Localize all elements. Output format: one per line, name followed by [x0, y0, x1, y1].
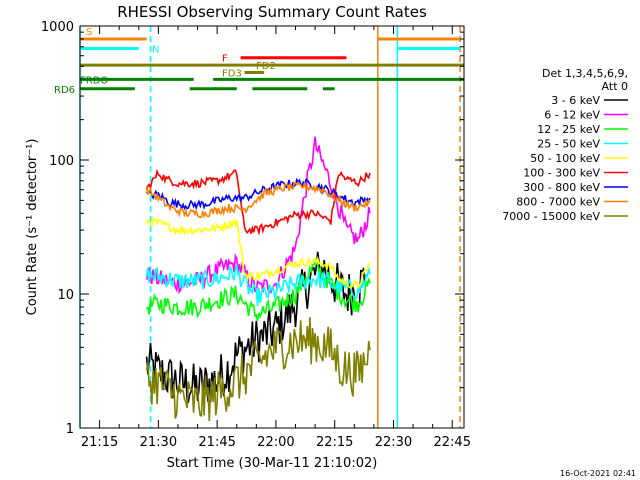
legend-label-100-300-kev: 100 - 300 keV: [523, 167, 600, 180]
series-7000-15000-kev: [145, 317, 371, 422]
flag-label-s: S: [86, 27, 92, 38]
x-tick-label-21-45: 21:45: [198, 435, 235, 450]
plot-frame: [79, 25, 465, 429]
flag-label-f: F: [222, 54, 228, 65]
flag-label-fd2: FD2: [256, 61, 276, 72]
legend-header-1: Att 0: [602, 80, 628, 93]
series-3-6-kev: [145, 251, 367, 404]
series-800-7000-kev: [145, 181, 371, 219]
footer-timestamp: 16-Oct-2021 02:41: [560, 469, 636, 478]
series-lines: [145, 136, 371, 422]
x-axis-label: Start Time (30-Mar-11 21:10:02): [167, 456, 378, 471]
series-100-300-kev: [145, 168, 371, 236]
y-tick-label-100: 100: [49, 154, 74, 169]
vertical-markers: [79, 26, 461, 428]
x-tick-label-22-45: 22:45: [434, 435, 471, 450]
flag-lines: [80, 37, 464, 91]
legend-label-7000-15000-kev: 7000 - 15000 keV: [502, 210, 600, 223]
legend-label-300-800-kev: 300 - 800 keV: [523, 181, 600, 194]
series-50-100-kev: [145, 216, 371, 290]
flag-label-n: N: [152, 44, 159, 55]
chart-title: RHESSI Observing Summary Count Rates: [117, 3, 427, 21]
axes: [79, 25, 465, 429]
legend-label-800-7000-kev: 800 - 7000 keV: [516, 196, 600, 209]
x-tick-label-22-15: 22:15: [316, 435, 353, 450]
legend-label-25-50-kev: 25 - 50 keV: [537, 138, 600, 151]
chart-text: S N F FD2 FD3 FRDO RD6 1 10 100 1000 21:15 21:30 21:4…: [25, 3, 636, 478]
y-tick-label-1: 1: [66, 422, 74, 437]
y-axis-label: Count Rate (s⁻¹ detector⁻¹): [25, 139, 40, 316]
x-tick-label-21-30: 21:30: [140, 435, 177, 450]
x-tick-label-22-30: 22:30: [375, 435, 412, 450]
legend-label-12-25-kev: 12 - 25 keV: [537, 123, 600, 136]
legend-label-6-12-kev: 6 - 12 keV: [544, 109, 600, 122]
flag-label-fd3: FD3: [222, 68, 242, 79]
series-25-50-kev: [145, 263, 371, 306]
y-tick-label-10: 10: [57, 288, 74, 303]
legend-label-50-100-kev: 50 - 100 keV: [530, 152, 600, 165]
y-tick-label-1000: 1000: [41, 20, 74, 35]
x-tick-label-21-15: 21:15: [81, 435, 118, 450]
flag-label-frdo: FRDO: [80, 75, 108, 86]
legend-header-0: Det 1,3,4,5,6,9,: [542, 67, 628, 80]
legend: Det 1,3,4,5,6,9,Att 03 - 6 keV 6 - 12 keV…: [502, 67, 628, 223]
series-300-800-kev: [145, 177, 371, 212]
x-tick-label-22-00: 22:00: [257, 435, 294, 450]
legend-label-3-6-kev: 3 - 6 keV: [551, 94, 600, 107]
series-12-25-kev: [146, 257, 371, 322]
flag-label-rd6: RD6: [54, 85, 75, 96]
